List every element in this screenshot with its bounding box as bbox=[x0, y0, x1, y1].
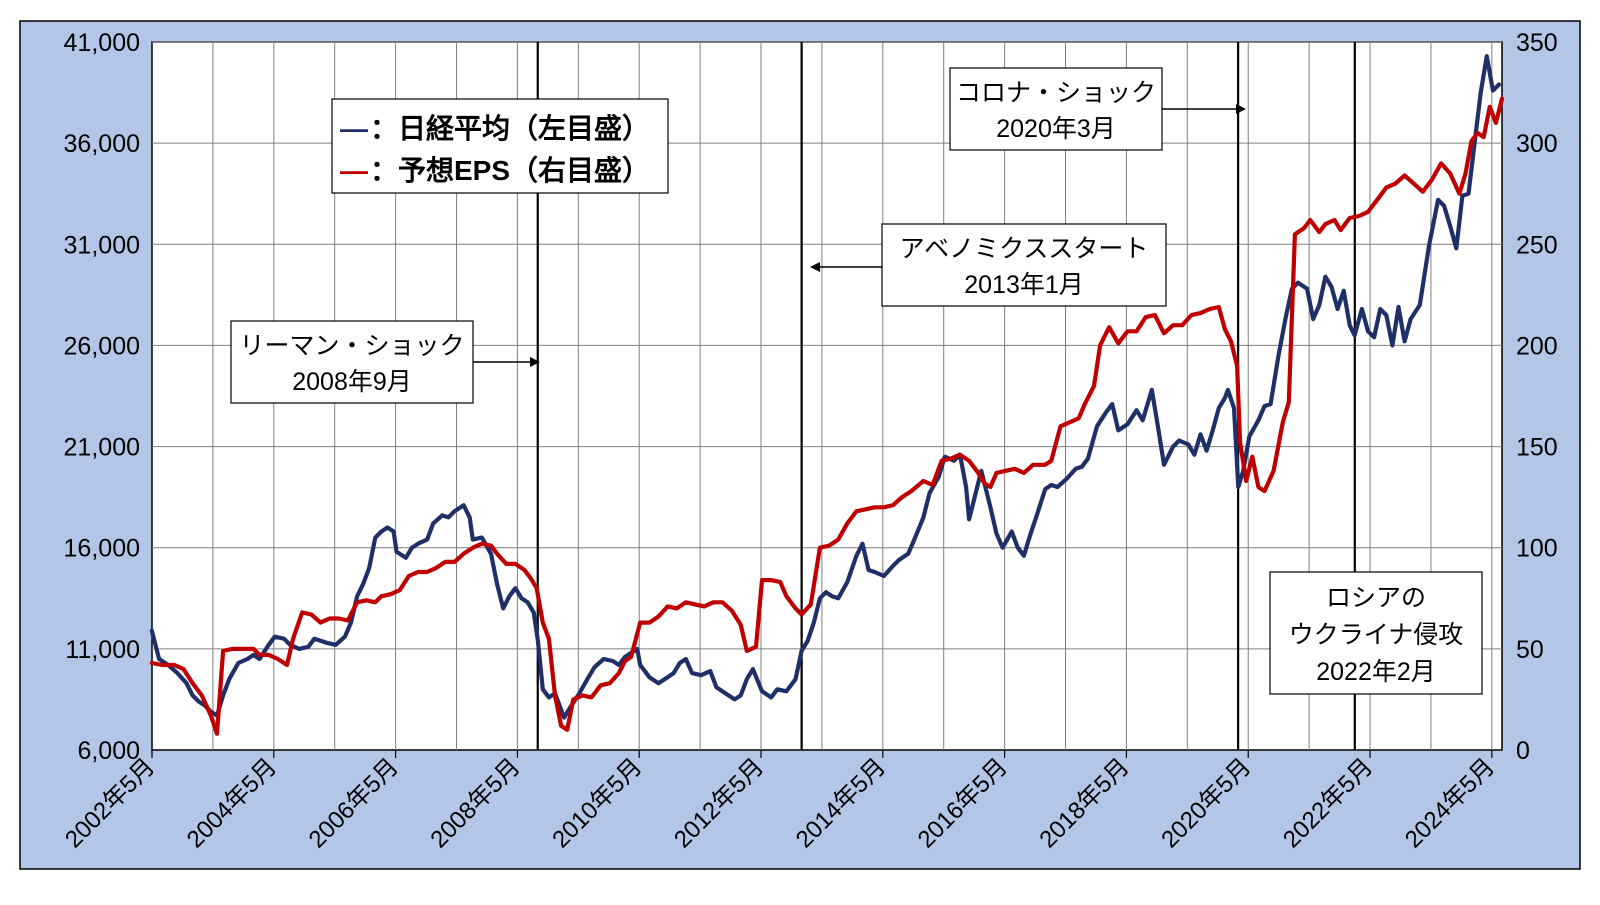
series-line-eps bbox=[149, 96, 1505, 736]
annotation-abenomics: アベノミクススタート 2013年1月 bbox=[810, 223, 1167, 307]
annotation-lehman-line2: 2008年9月 bbox=[292, 368, 412, 396]
annotation-ukraine-line3: 2022年2月 bbox=[1316, 658, 1436, 686]
y-left-tick-labels: 6,000 11,000 16,000 21,000 26,000 31,000 36,00… bbox=[64, 29, 140, 765]
annotation-corona-line2: 2020年3月 bbox=[996, 115, 1116, 143]
legend-nikkei-label: ：日経平均（左目盛） bbox=[370, 112, 650, 144]
annotation-corona-arrowhead bbox=[1236, 104, 1246, 114]
y-left-tick-label: 11,000 bbox=[65, 636, 140, 664]
annotation-ukraine-line1: ロシアの bbox=[1326, 584, 1426, 612]
annotation-corona-line1: コロナ・ショック bbox=[956, 79, 1156, 107]
annotation-ukraine: ロシアの ウクライナ侵攻 2022年2月 bbox=[1269, 571, 1483, 695]
annotation-ukraine-line2: ウクライナ侵攻 bbox=[1289, 621, 1464, 649]
annotation-lehman: リーマン・ショック 2008年9月 bbox=[230, 320, 540, 404]
y-left-tick-label: 6,000 bbox=[77, 737, 140, 765]
y-right-tick-label: 150 bbox=[1516, 434, 1558, 462]
legend-eps-marker: ― bbox=[340, 155, 368, 186]
legend-box bbox=[331, 98, 669, 194]
annotation-lehman-arrowhead bbox=[530, 357, 540, 367]
y-left-tick-label: 31,000 bbox=[64, 231, 140, 259]
y-left-tick-label: 21,000 bbox=[64, 434, 140, 462]
y-left-tick-label: 16,000 bbox=[64, 535, 140, 563]
annotation-abenomics-line1: アベノミクススタート bbox=[900, 235, 1149, 263]
y-left-tick-label: 26,000 bbox=[64, 332, 140, 360]
y-left-tick-label: 41,000 bbox=[64, 29, 140, 57]
series-layer bbox=[149, 54, 1505, 736]
y-right-tick-label: 250 bbox=[1516, 231, 1558, 259]
y-right-tick-label: 300 bbox=[1516, 130, 1558, 158]
legend-eps-label: ：予想EPS（右目盛） bbox=[370, 154, 650, 186]
y-right-tick-label: 0 bbox=[1516, 737, 1530, 765]
y-right-tick-label: 50 bbox=[1516, 636, 1544, 664]
y-right-tick-label: 200 bbox=[1516, 332, 1558, 360]
y-right-tick-label: 100 bbox=[1516, 535, 1558, 563]
y-right-tick-label: 350 bbox=[1516, 29, 1558, 57]
annotation-lehman-line1: リーマン・ショック bbox=[239, 332, 464, 360]
annotation-abenomics-line2: 2013年1月 bbox=[964, 271, 1084, 299]
series-line-nikkei bbox=[149, 54, 1502, 720]
annotation-abenomics-arrowhead bbox=[810, 262, 820, 272]
annotation-corona: コロナ・ショック 2020年3月 bbox=[949, 67, 1246, 151]
legend-nikkei-marker: ― bbox=[340, 113, 368, 144]
legend: ― ：日経平均（左目盛） ― ：予想EPS（右目盛） bbox=[331, 98, 669, 194]
y-right-tick-labels: 0 50 100 150 200 250 300 350 bbox=[1516, 29, 1558, 765]
y-left-tick-label: 36,000 bbox=[64, 130, 140, 158]
